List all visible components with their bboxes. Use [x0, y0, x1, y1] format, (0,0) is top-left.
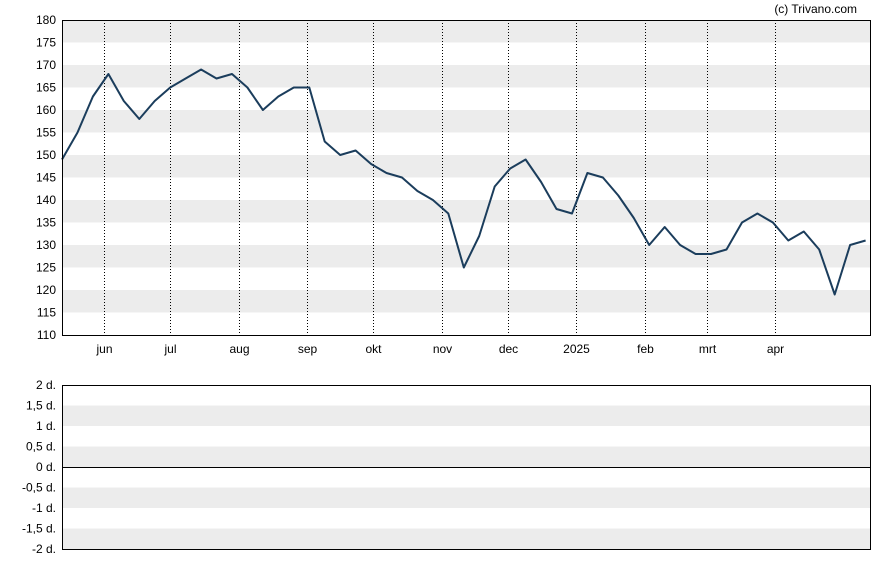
dividend-y-axis: 2 d. 1,5 d. 1 d. 0,5 d. 0 d. -0,5 d. -1 d. -1,5…: [22, 378, 56, 556]
x-tick-label: mrt: [699, 342, 717, 356]
y-tick-label: 155: [36, 126, 56, 140]
y-tick-label: 170: [36, 58, 56, 72]
x-tick-label: okt: [365, 342, 382, 356]
y-tick-label: 180: [36, 13, 56, 27]
band: [62, 65, 870, 88]
price-panel-bands: [62, 20, 870, 313]
band: [62, 245, 870, 268]
band: [62, 110, 870, 133]
x-tick-label: nov: [433, 342, 452, 356]
y-tick-label: 130: [36, 238, 56, 252]
band: [62, 405, 870, 426]
y-tick-label: 140: [36, 193, 56, 207]
band: [62, 446, 870, 467]
y-tick-label: 0,5 d.: [26, 440, 56, 454]
y-tick-label: 150: [36, 148, 56, 162]
band: [62, 487, 870, 508]
x-tick-label: dec: [499, 342, 518, 356]
y-tick-label: 110: [37, 328, 56, 342]
y-tick-label: 160: [36, 103, 56, 117]
dividend-panel-bands: [62, 405, 870, 549]
x-tick-label: feb: [637, 342, 654, 356]
month-x-axis: jun jul aug sep okt nov dec 2025 feb mrt apr: [95, 342, 784, 356]
y-tick-label: 115: [37, 306, 56, 320]
y-tick-label: 165: [36, 81, 56, 95]
price-panel-frame: [62, 20, 871, 336]
x-tick-label: apr: [767, 342, 784, 356]
y-tick-label: 175: [36, 36, 56, 50]
x-tick-label: jun: [95, 342, 112, 356]
y-tick-label: 135: [36, 216, 56, 230]
y-tick-label: 120: [36, 283, 56, 297]
copyright-label: (c) Trivano.com: [774, 2, 857, 16]
band: [62, 155, 870, 178]
dividend-panel-frame: [62, 385, 871, 550]
y-tick-label: 1 d.: [36, 419, 56, 433]
y-tick-label: 0 d.: [36, 460, 56, 474]
band: [62, 200, 870, 223]
band: [62, 290, 870, 313]
y-tick-label: -0,5 d.: [22, 481, 56, 495]
x-tick-label: aug: [229, 342, 249, 356]
y-tick-label: 145: [36, 171, 56, 185]
y-tick-label: 125: [36, 261, 56, 275]
y-tick-label: -1,5 d.: [22, 522, 56, 536]
price-line: [61, 68, 866, 296]
y-tick-label: -2 d.: [32, 542, 56, 556]
x-tick-label: jul: [163, 342, 176, 356]
x-tick-label: 2025: [563, 342, 590, 356]
y-tick-label: 1,5 d.: [26, 399, 56, 413]
band: [62, 20, 870, 43]
x-tick-label: sep: [298, 342, 318, 356]
band: [62, 528, 870, 549]
y-tick-label: 2 d.: [36, 378, 56, 392]
price-y-axis: 110 115 120 125 130 135 140 145 150 155 160 165 170 1…: [36, 13, 56, 342]
y-tick-label: -1 d.: [32, 501, 56, 515]
